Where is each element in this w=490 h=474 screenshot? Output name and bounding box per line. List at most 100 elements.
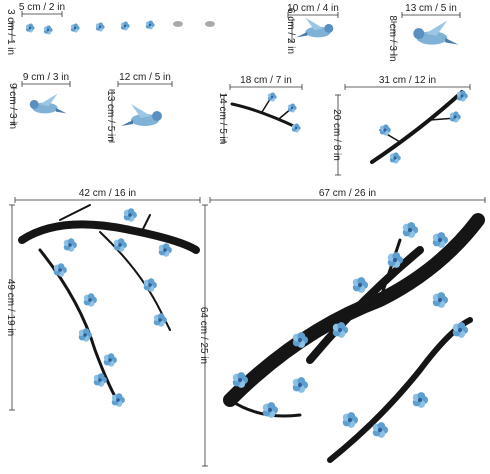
center bbox=[297, 337, 303, 343]
bird-head bbox=[152, 111, 162, 121]
blossom bbox=[291, 123, 301, 133]
branch bbox=[228, 398, 302, 418]
blossom bbox=[389, 152, 401, 164]
bird-wing bbox=[39, 93, 58, 107]
petal bbox=[97, 373, 105, 380]
petal bbox=[297, 377, 306, 385]
center bbox=[237, 377, 243, 383]
center bbox=[377, 427, 383, 433]
center bbox=[337, 327, 343, 333]
blossom bbox=[153, 313, 167, 327]
blossom bbox=[332, 322, 349, 338]
height-label: 64 cm / 25 in bbox=[198, 307, 209, 364]
blossom bbox=[402, 222, 419, 238]
center bbox=[437, 297, 443, 303]
center bbox=[347, 417, 353, 423]
petal bbox=[437, 232, 446, 240]
center bbox=[297, 382, 303, 388]
petal bbox=[107, 353, 115, 360]
blossom bbox=[158, 243, 172, 257]
branch bbox=[18, 220, 200, 254]
center bbox=[116, 398, 120, 402]
blossom bbox=[143, 278, 157, 292]
branch bbox=[99, 231, 171, 331]
petal bbox=[67, 238, 75, 245]
height-label: 9 cm / 3 in bbox=[7, 83, 18, 129]
center bbox=[108, 358, 112, 362]
blossom bbox=[456, 90, 468, 102]
blossom bbox=[372, 422, 389, 438]
branch bbox=[327, 317, 473, 463]
bird bbox=[296, 17, 334, 38]
branch bbox=[38, 248, 122, 407]
blossom bbox=[387, 252, 404, 268]
blossom bbox=[113, 238, 127, 252]
petal bbox=[117, 238, 125, 245]
width-label: 18 cm / 7 in bbox=[240, 75, 292, 86]
center bbox=[58, 268, 62, 272]
branch bbox=[230, 102, 300, 130]
height-label: 49 cm / 19 in bbox=[5, 279, 16, 336]
width-label: 42 cm / 16 in bbox=[79, 188, 136, 199]
petal bbox=[127, 208, 135, 215]
blossom bbox=[262, 402, 279, 418]
center bbox=[437, 237, 443, 243]
center bbox=[417, 397, 423, 403]
center bbox=[68, 243, 72, 247]
blossom bbox=[123, 208, 137, 222]
center bbox=[453, 115, 457, 119]
decal-art bbox=[18, 17, 485, 463]
height-label: 13 cm / 5 in bbox=[105, 90, 116, 142]
center bbox=[392, 257, 398, 263]
blossom bbox=[70, 23, 80, 33]
petal bbox=[457, 322, 466, 330]
blossom bbox=[452, 322, 469, 338]
bird-tail bbox=[296, 32, 308, 38]
petal bbox=[28, 23, 33, 28]
bird-wing bbox=[425, 20, 448, 36]
center bbox=[148, 23, 152, 27]
width-label: 12 cm / 5 in bbox=[119, 72, 171, 83]
blossom bbox=[412, 392, 429, 408]
height-label: 6 cm / 2 in bbox=[285, 8, 296, 54]
width-label: 67 cm / 26 in bbox=[319, 188, 376, 199]
blossom bbox=[93, 373, 107, 387]
bird-wing bbox=[131, 104, 151, 118]
blossom bbox=[53, 263, 67, 277]
bird-wing bbox=[305, 17, 324, 31]
blossom bbox=[232, 372, 249, 388]
center bbox=[83, 333, 87, 337]
petal bbox=[290, 103, 295, 108]
blossom bbox=[63, 238, 77, 252]
blossom bbox=[292, 332, 309, 348]
center bbox=[357, 282, 363, 288]
center bbox=[294, 126, 298, 130]
petal bbox=[148, 20, 153, 25]
blossom bbox=[379, 124, 391, 136]
center bbox=[46, 28, 50, 32]
height-label: 8 cm / 3 in bbox=[387, 15, 398, 61]
blossom bbox=[287, 103, 297, 113]
center bbox=[98, 378, 102, 382]
width-label: 5 cm / 2 in bbox=[19, 2, 65, 13]
center bbox=[128, 213, 132, 217]
petal bbox=[377, 422, 386, 430]
center bbox=[383, 128, 387, 132]
center bbox=[270, 95, 274, 99]
center bbox=[407, 227, 413, 233]
petal bbox=[393, 152, 399, 158]
blossom bbox=[111, 393, 125, 407]
center bbox=[158, 318, 162, 322]
blossom bbox=[342, 412, 359, 428]
petal bbox=[98, 22, 103, 27]
center bbox=[148, 283, 152, 287]
blossom bbox=[43, 25, 53, 35]
bird-body bbox=[131, 114, 159, 126]
petal bbox=[347, 412, 356, 420]
leaf bbox=[205, 21, 215, 27]
bird-head bbox=[29, 99, 39, 109]
petal bbox=[57, 263, 65, 270]
blossom bbox=[103, 353, 117, 367]
center bbox=[118, 243, 122, 247]
petal bbox=[453, 111, 459, 117]
